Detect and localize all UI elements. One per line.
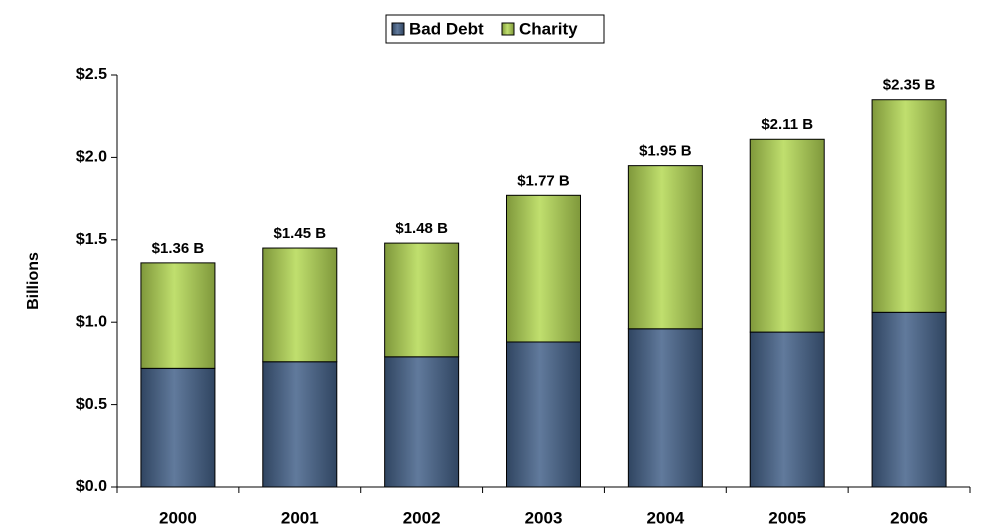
legend-label: Bad Debt [409, 19, 484, 38]
x-tick-label: 2002 [403, 508, 441, 527]
x-tick-label: 2005 [768, 508, 806, 527]
legend: Bad Debt Charity [385, 14, 605, 44]
total-label: $1.95 B [639, 143, 692, 160]
bar-segment [506, 194, 581, 343]
bar-segment [262, 361, 338, 488]
x-tick-label: 2004 [646, 508, 684, 527]
bar-segment [749, 331, 825, 488]
total-label: $2.35 B [883, 77, 936, 94]
bar-segment [627, 165, 703, 330]
total-label: $2.11 B [761, 116, 813, 133]
bar-segment [871, 311, 947, 488]
y-tick-label: $0.0 [76, 478, 107, 495]
bar-segment [749, 138, 825, 333]
bar-segment [140, 262, 216, 369]
total-label: $1.45 B [274, 225, 327, 242]
bar-segment [384, 356, 460, 488]
bar-segment [627, 328, 703, 488]
total-label: $1.48 B [395, 220, 448, 237]
legend-label: Charity [519, 19, 578, 38]
legend-swatch [391, 22, 405, 36]
x-tick-label: 2003 [525, 508, 563, 527]
total-label: $1.77 B [517, 172, 570, 189]
legend-swatch [501, 22, 515, 36]
y-tick-label: $1.5 [76, 231, 107, 248]
bar-segment [871, 99, 947, 313]
x-tick-label: 2000 [159, 508, 197, 527]
legend-box [385, 14, 605, 44]
x-tick-label: 2006 [890, 508, 928, 527]
y-tick-label: $2.0 [76, 149, 107, 166]
y-axis-title: Billions [25, 252, 42, 310]
bar-segment [506, 341, 581, 488]
y-tick-label: $1.0 [76, 313, 107, 330]
total-label: $1.36 B [152, 240, 205, 257]
y-tick-label: $2.5 [76, 66, 107, 83]
y-tick-label: $0.5 [76, 396, 107, 413]
bar-segment [384, 242, 460, 358]
bar-segment [262, 247, 338, 363]
bar-segment [140, 367, 216, 488]
x-tick-label: 2001 [281, 508, 319, 527]
